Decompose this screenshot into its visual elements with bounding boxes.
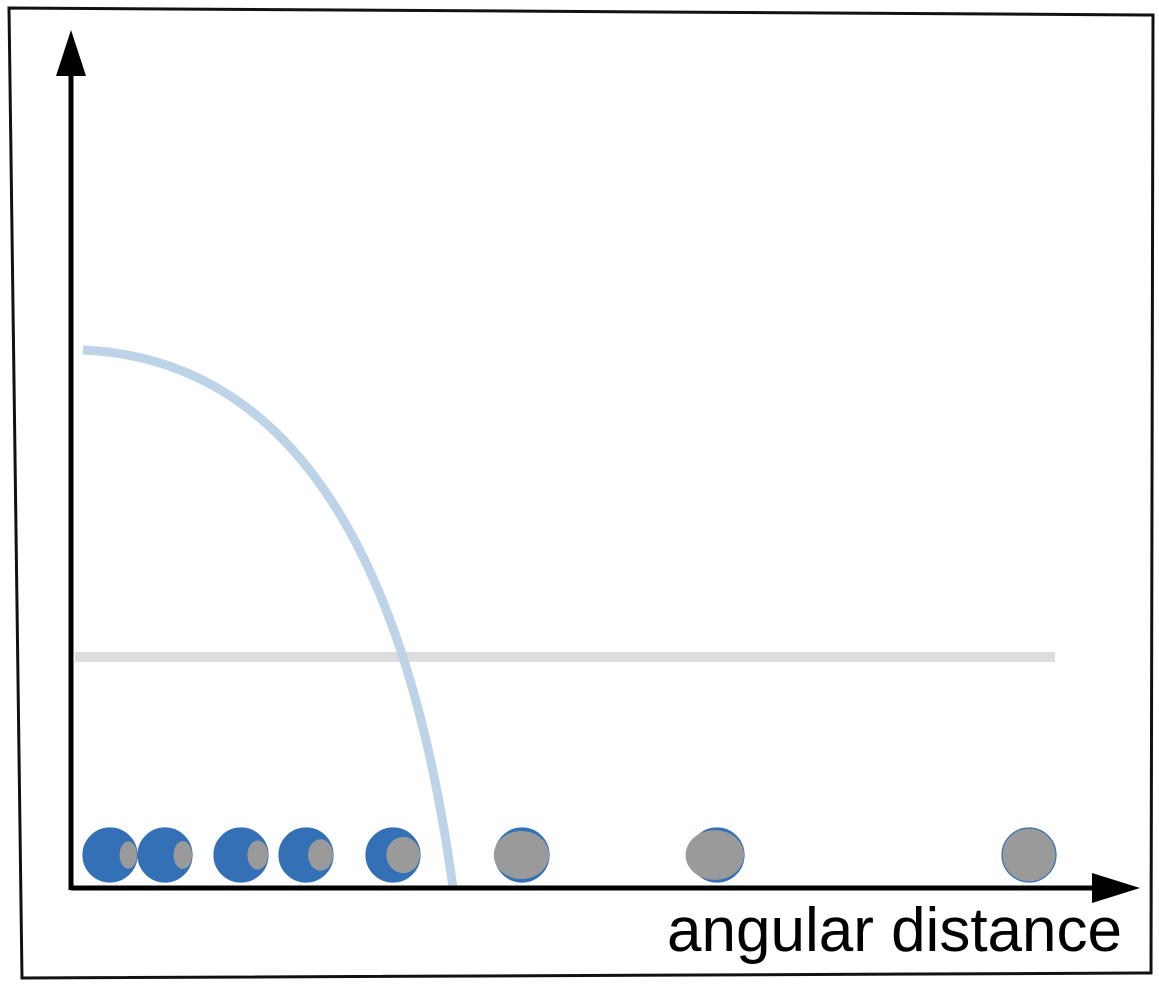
moon-phase-icon [82, 827, 138, 883]
moon-disc [137, 827, 193, 883]
frame-border [7, 6, 1155, 980]
y-axis-arrowhead [56, 30, 86, 76]
moon-disc [1001, 827, 1057, 883]
falloff-curve [82, 345, 458, 889]
moon-phase-icon [137, 827, 193, 883]
moon-shadow [247, 840, 268, 870]
moon-shadow [308, 839, 333, 871]
moon-phase-icon [1001, 827, 1057, 883]
moon-phase-icon [493, 827, 550, 883]
moon-phase-icon [365, 827, 421, 883]
moon-phase-icon [213, 827, 269, 883]
moon-shadow [386, 836, 421, 874]
x-axis-label: angular distance [667, 896, 1122, 965]
moon-shadow [493, 830, 549, 880]
moon-shadow [173, 841, 192, 869]
x-axis-arrowhead [1092, 873, 1140, 903]
moon-phase-icon [685, 827, 745, 883]
moon-phase-row [82, 827, 1057, 883]
moon-phase-icon [278, 827, 334, 883]
moon-shadow [685, 830, 745, 880]
moon-shadow [119, 841, 137, 869]
